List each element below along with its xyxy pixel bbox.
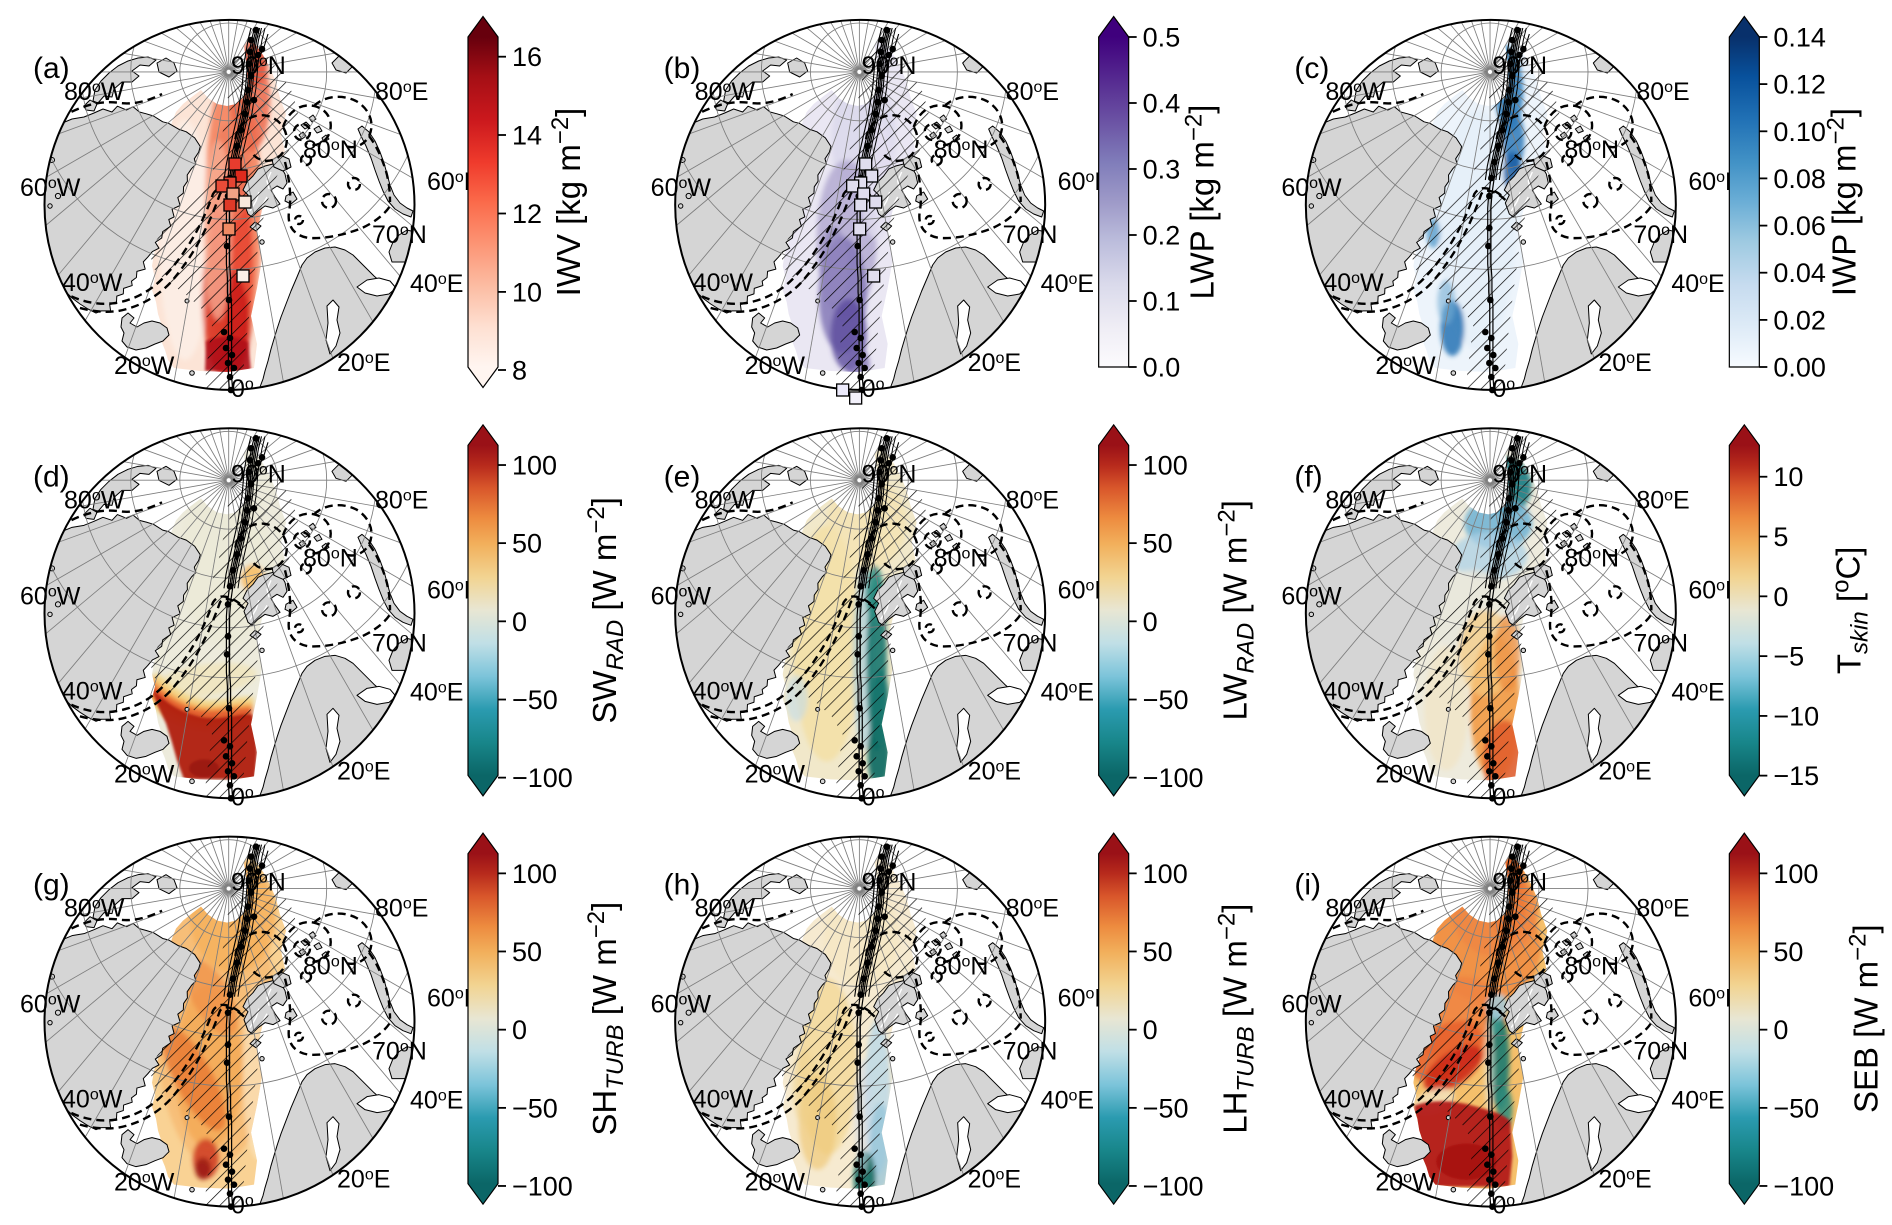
- svg-text:−100: −100: [1143, 763, 1204, 793]
- svg-text:LHTURB [W m−2]: LHTURB [W m−2]: [1214, 904, 1260, 1134]
- svg-text:100: 100: [1143, 859, 1188, 889]
- svg-text:(f): (f): [1294, 460, 1322, 493]
- svg-text:50: 50: [1143, 529, 1173, 559]
- svg-text:LWP [kg m−2]: LWP [kg m−2]: [1181, 105, 1221, 300]
- svg-text:0: 0: [1773, 582, 1788, 612]
- svg-text:50: 50: [1773, 937, 1803, 967]
- svg-text:(d): (d): [33, 460, 70, 493]
- svg-text:(h): (h): [664, 869, 701, 902]
- svg-text:(i): (i): [1294, 869, 1321, 902]
- svg-text:0.4: 0.4: [1143, 89, 1181, 119]
- svg-text:−50: −50: [1773, 1093, 1819, 1123]
- svg-text:0.2: 0.2: [1143, 221, 1181, 251]
- svg-text:−100: −100: [1143, 1171, 1204, 1201]
- svg-text:100: 100: [512, 451, 557, 481]
- svg-text:0.14: 0.14: [1773, 23, 1826, 53]
- svg-text:−5: −5: [1773, 642, 1804, 672]
- svg-text:(c): (c): [1294, 52, 1329, 85]
- svg-text:IWP [kg m−2]: IWP [kg m−2]: [1822, 108, 1862, 296]
- svg-text:(g): (g): [33, 869, 70, 902]
- svg-text:0.06: 0.06: [1773, 211, 1826, 241]
- svg-text:(a): (a): [33, 52, 70, 85]
- svg-text:−100: −100: [1773, 1171, 1834, 1201]
- svg-text:SWRAD [W m−2]: SWRAD [W m−2]: [583, 497, 629, 724]
- svg-text:0.5: 0.5: [1143, 23, 1181, 53]
- svg-text:100: 100: [512, 859, 557, 889]
- svg-text:10: 10: [512, 277, 542, 307]
- svg-text:0.1: 0.1: [1143, 287, 1181, 317]
- svg-text:−50: −50: [1143, 685, 1189, 715]
- svg-text:50: 50: [512, 529, 542, 559]
- svg-text:0.08: 0.08: [1773, 164, 1826, 194]
- svg-text:0: 0: [1143, 607, 1158, 637]
- svg-text:(b): (b): [664, 52, 701, 85]
- svg-text:0.02: 0.02: [1773, 305, 1826, 335]
- svg-text:−50: −50: [512, 1093, 558, 1123]
- svg-text:16: 16: [512, 42, 542, 72]
- svg-text:IWV [kg m−2]: IWV [kg m−2]: [547, 108, 587, 297]
- svg-text:5: 5: [1773, 522, 1788, 552]
- svg-text:0.0: 0.0: [1143, 353, 1181, 383]
- svg-text:−10: −10: [1773, 701, 1819, 731]
- svg-text:0.04: 0.04: [1773, 258, 1826, 288]
- svg-text:100: 100: [1143, 451, 1188, 481]
- svg-text:0.3: 0.3: [1143, 155, 1181, 185]
- svg-text:−100: −100: [512, 1171, 573, 1201]
- svg-text:0.12: 0.12: [1773, 70, 1826, 100]
- svg-text:0: 0: [1773, 1015, 1788, 1045]
- svg-text:0: 0: [512, 1015, 527, 1045]
- svg-text:50: 50: [1143, 937, 1173, 967]
- svg-text:−15: −15: [1773, 761, 1819, 791]
- svg-text:10: 10: [1773, 462, 1803, 492]
- svg-text:−50: −50: [512, 685, 558, 715]
- svg-text:0: 0: [1143, 1015, 1158, 1045]
- svg-text:0: 0: [512, 607, 527, 637]
- svg-text:100: 100: [1773, 859, 1818, 889]
- svg-text:−100: −100: [512, 763, 573, 793]
- svg-text:−50: −50: [1143, 1093, 1189, 1123]
- svg-text:SEB [W m−2]: SEB [W m−2]: [1844, 924, 1884, 1113]
- svg-text:0.00: 0.00: [1773, 353, 1826, 383]
- svg-text:50: 50: [512, 937, 542, 967]
- svg-text:LWRAD [W m−2]: LWRAD [W m−2]: [1214, 500, 1260, 720]
- svg-text:Tskin [oC]: Tskin [oC]: [1827, 547, 1873, 675]
- svg-text:(e): (e): [664, 460, 701, 493]
- svg-text:14: 14: [512, 121, 542, 151]
- svg-text:8: 8: [512, 356, 527, 386]
- svg-text:SHTURB [W m−2]: SHTURB [W m−2]: [583, 902, 629, 1136]
- svg-text:0.10: 0.10: [1773, 117, 1826, 147]
- svg-text:12: 12: [512, 199, 542, 229]
